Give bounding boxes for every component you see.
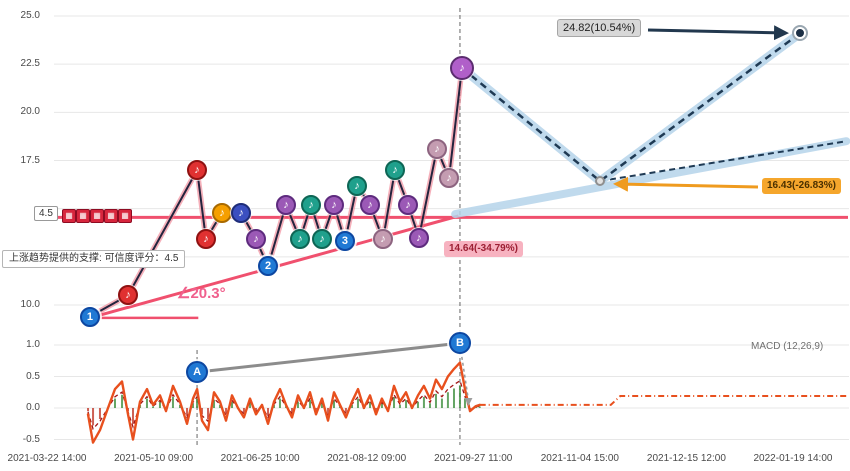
note-marker-orange[interactable]: ♪ [211,202,232,223]
price-line-glow [87,65,465,320]
target-price-badge: 24.82(10.54%) [557,19,642,37]
note-marker-teal[interactable]: ♪ [384,160,405,181]
note-marker-purple[interactable]: ♪ [360,194,380,215]
macd-ab-line [196,341,461,374]
note-marker-purple[interactable]: ♪ [323,194,344,215]
mid-arrow [613,176,759,192]
y-axis-label: 25.0 [20,10,40,21]
grid-layer [54,15,849,440]
buy-signal-icon[interactable]: ▦ [62,209,76,223]
target-arrow [647,25,789,41]
x-axis-label: 2021-08-12 09:00 [327,453,407,464]
buy-signal-icon[interactable]: ▦ [118,209,132,223]
projection-trend-glow [451,137,850,219]
note-marker-red[interactable]: ♪ [117,285,138,306]
macd-y-axis-label: 0.0 [26,402,40,413]
projection-endpoint-dot[interactable] [794,27,807,40]
trend-angle-label: ∠20.3° [177,285,226,302]
mid-price-badge: 16.43(-26.83%) [762,178,841,194]
note-marker-purple[interactable]: ♪ [245,229,266,250]
macd-drop-arrow [464,398,473,406]
low-price-badge: 14.64(-34.79%) [444,241,523,257]
wave-number-marker-3[interactable]: 3 [334,231,355,252]
x-axis-label: 2021-11-04 15:00 [540,453,619,464]
note-marker-teal[interactable]: ♪ [289,229,310,250]
note-marker-red[interactable]: ♪ [187,160,208,181]
x-axis-label: 2021-12-15 12:00 [646,453,726,464]
y-axis-label: 10.0 [20,299,40,310]
macd-signal-line [87,379,480,431]
note-marker-mauve[interactable]: ♪ [373,229,393,250]
note-marker-peak[interactable]: ♪ [449,56,474,81]
x-axis-label: 2021-09-27 11:00 [434,453,513,464]
buy-signal-icon[interactable]: ▦ [76,209,90,223]
x-axis-label: 2021-05-10 09:00 [114,453,194,464]
note-marker-navy[interactable]: ♪ [230,202,251,223]
note-marker-teal[interactable]: ♪ [311,229,332,250]
wave-number-marker-1[interactable]: 1 [79,306,100,327]
macd-point-marker-A[interactable]: A [186,361,209,384]
macd-y-axis-label: 1.0 [26,339,40,350]
note-marker-teal[interactable]: ♪ [347,175,367,196]
y-axis-label: 17.5 [20,154,40,166]
support-axis-badge: 4.5 [34,206,58,221]
wave-number-marker-2[interactable]: 2 [258,256,279,277]
projection-trend [599,140,847,183]
note-marker-purple[interactable]: ♪ [276,194,297,215]
support-tooltip: 上涨趋势提供的支撑: 可信度评分：4.5 [2,250,186,268]
note-marker-mauve[interactable]: ♪ [438,167,459,188]
y-axis-label: 20.0 [20,106,40,118]
x-axis-label: 2021-06-25 10:00 [220,453,300,464]
x-axis-label: 2022-01-19 14:00 [753,453,833,464]
macd-line[interactable] [86,361,481,444]
note-marker-purple[interactable]: ♪ [397,194,418,215]
buy-signal-icon[interactable]: ▦ [90,209,104,223]
projection-junction-dot[interactable] [595,176,606,187]
macd-y-axis-label: 0.5 [26,370,40,382]
macd-point-marker-B[interactable]: B [448,332,471,355]
x-axis-label: 2021-03-22 14:00 [7,453,87,464]
macd-y-axis-label: -0.5 [22,433,40,445]
y-axis-label: 22.5 [20,58,40,70]
note-marker-red[interactable]: ♪ [196,229,216,250]
buy-signal-icon[interactable]: ▦ [104,209,118,223]
macd-forecast-line [479,395,848,406]
macd-legend: MACD (12,26,9) [751,341,824,352]
note-marker-mauve[interactable]: ♪ [426,138,447,159]
note-marker-purple[interactable]: ♪ [408,227,429,248]
note-marker-teal[interactable]: ♪ [300,194,321,215]
